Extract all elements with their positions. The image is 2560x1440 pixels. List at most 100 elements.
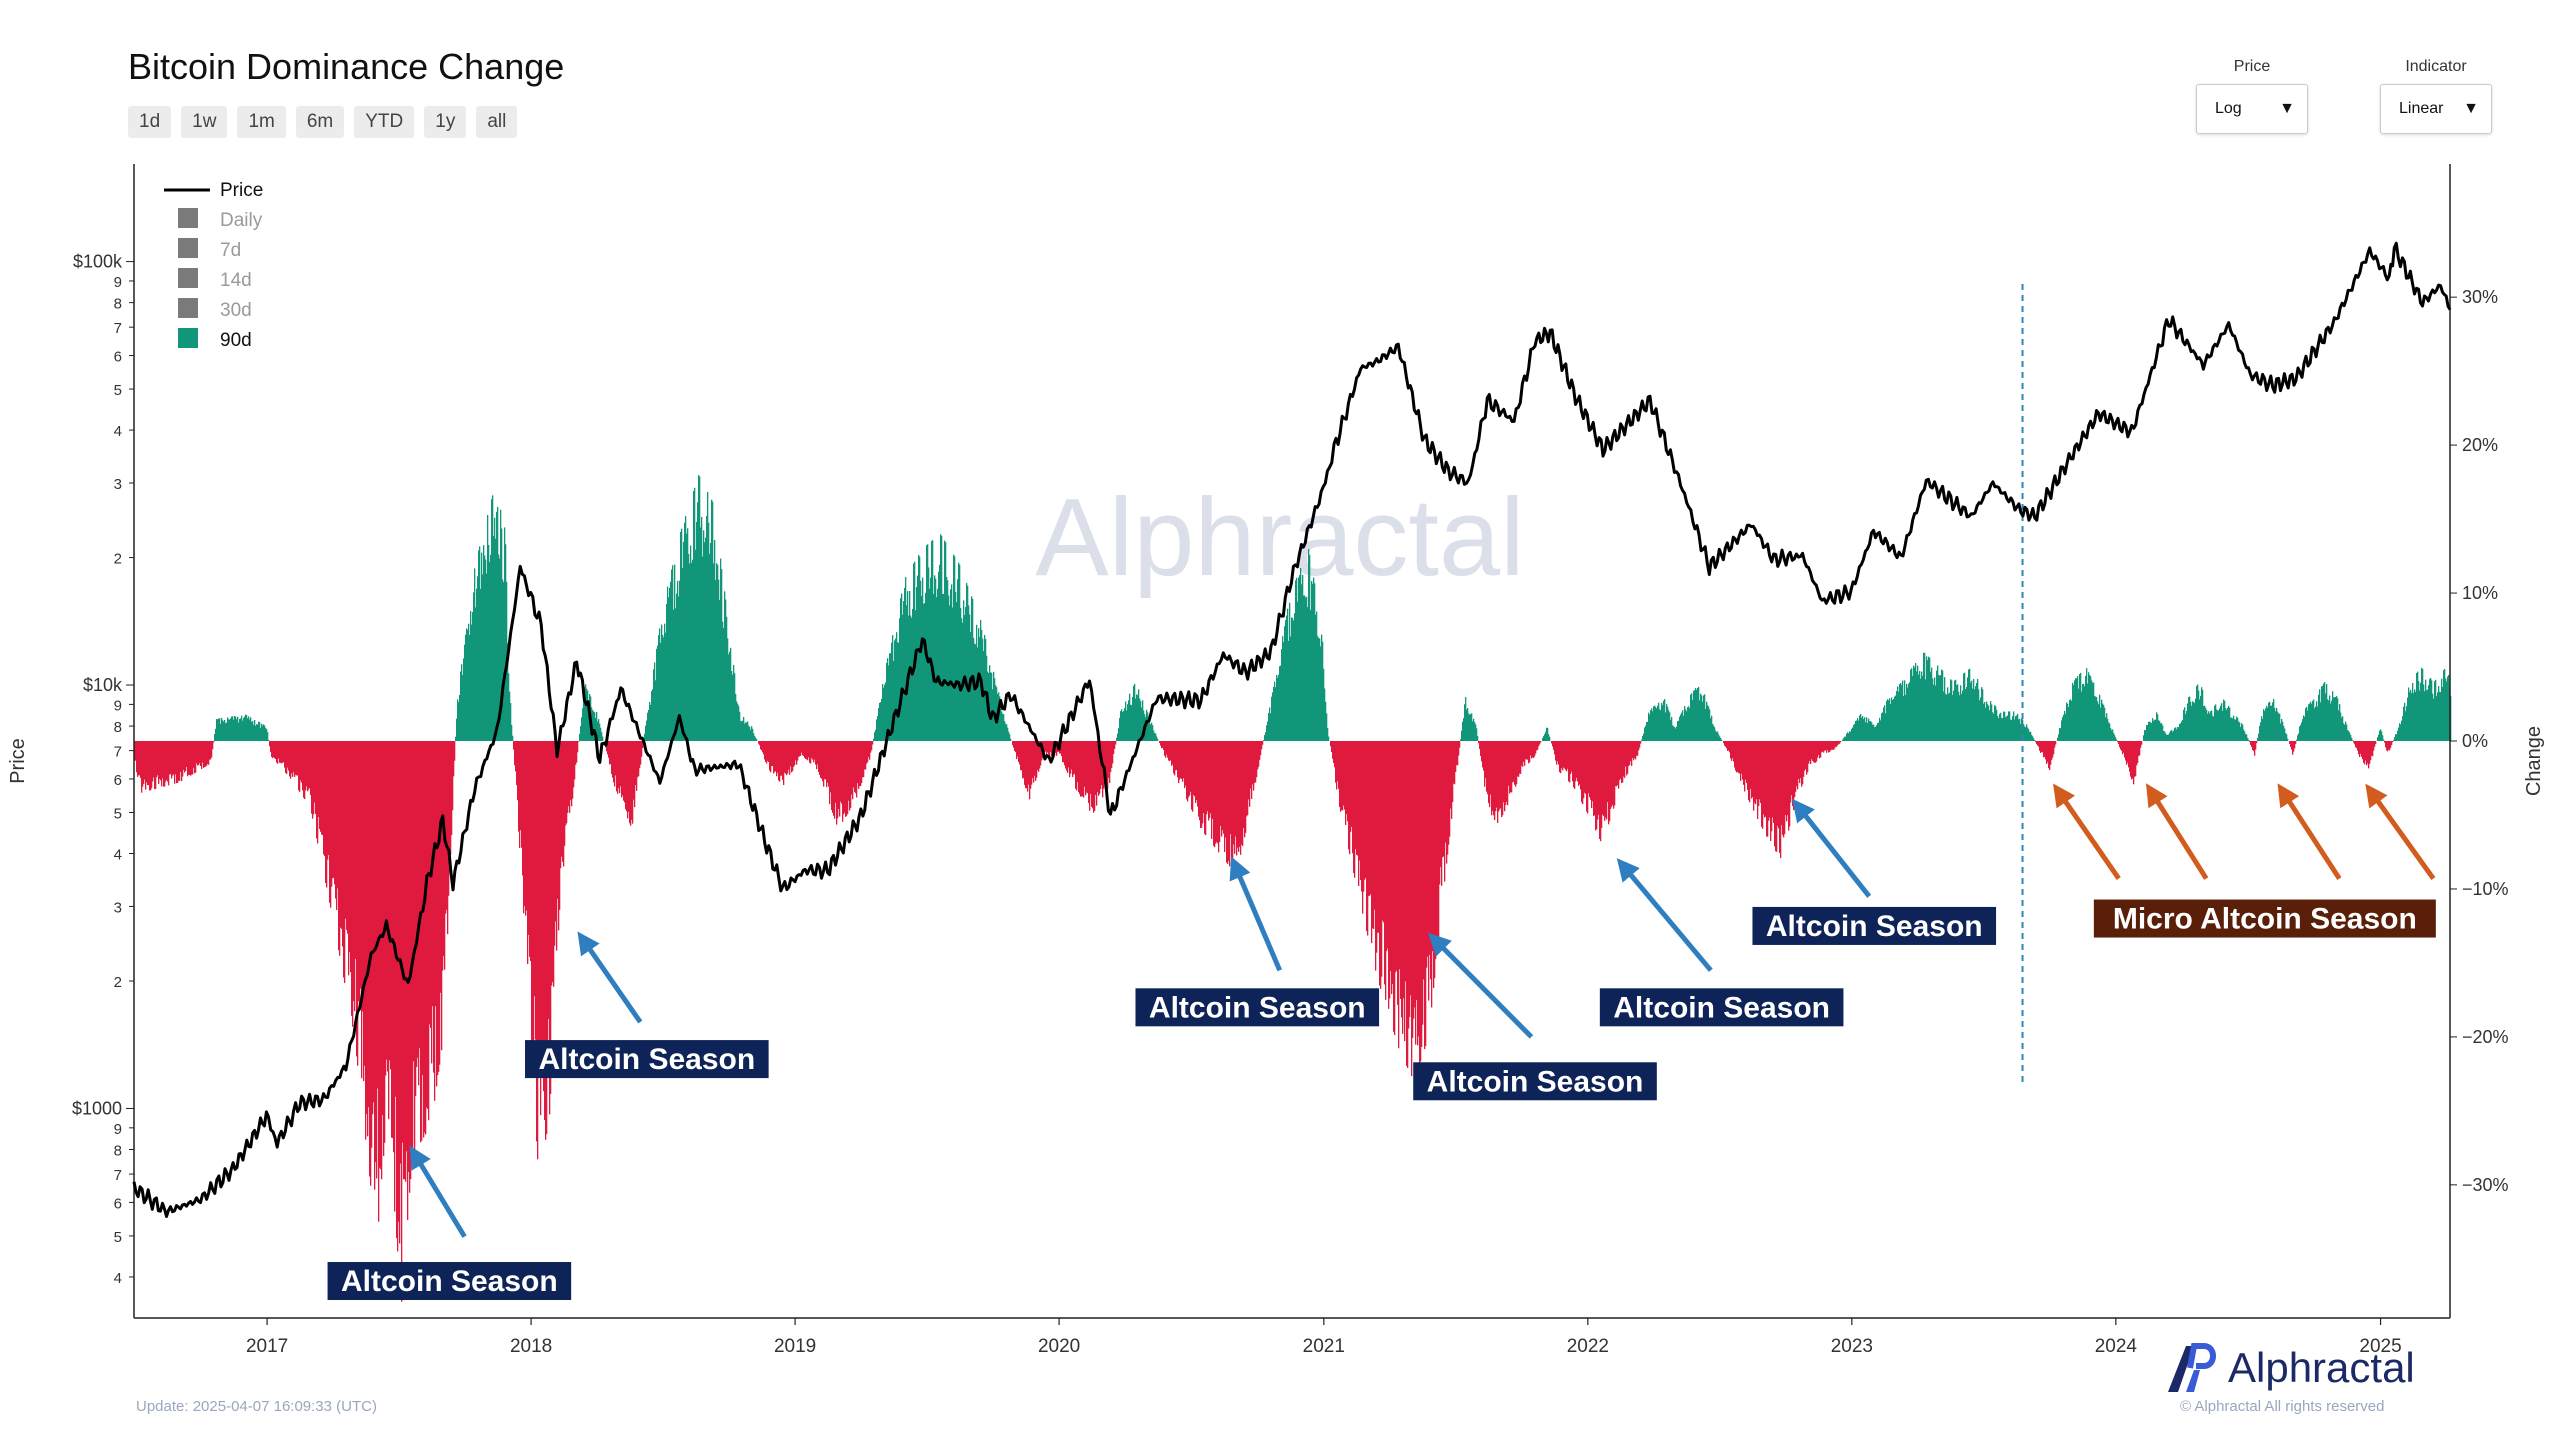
change-bar bbox=[1000, 708, 1002, 741]
change-bar bbox=[1531, 741, 1533, 759]
change-bar bbox=[256, 724, 258, 741]
change-bar bbox=[176, 741, 178, 784]
change-bar bbox=[734, 673, 736, 741]
legend-item-price[interactable]: Price bbox=[164, 180, 263, 201]
change-bar bbox=[1231, 741, 1233, 869]
range-1m-button[interactable]: 1m bbox=[237, 106, 286, 138]
change-bar bbox=[2179, 723, 2181, 741]
range-1d-button[interactable]: 1d bbox=[128, 106, 172, 138]
change-bar bbox=[1229, 741, 1231, 867]
change-bar bbox=[486, 573, 488, 741]
range-1y-button[interactable]: 1y bbox=[424, 106, 467, 138]
range-all-button[interactable]: all bbox=[476, 106, 518, 138]
legend-item-7d[interactable]: 7d bbox=[178, 238, 241, 261]
change-bar bbox=[854, 741, 856, 792]
change-bar bbox=[797, 741, 799, 761]
change-bar bbox=[290, 741, 292, 779]
change-bar bbox=[560, 741, 562, 869]
legend-item-14d[interactable]: 14d bbox=[178, 268, 252, 291]
altcoin-season-label-text: Altcoin Season bbox=[341, 1265, 558, 1298]
change-bar bbox=[1228, 741, 1230, 861]
change-bar bbox=[1642, 736, 1644, 741]
change-bar bbox=[1843, 738, 1845, 741]
change-bar bbox=[2233, 715, 2235, 741]
change-bar bbox=[580, 726, 582, 741]
change-bar bbox=[2108, 722, 2110, 741]
change-bar bbox=[2248, 739, 2250, 741]
price-scale-dropdown[interactable]: Log ▼ bbox=[2196, 84, 2308, 134]
change-bar bbox=[1703, 695, 1705, 741]
change-bar bbox=[772, 741, 774, 766]
change-bar bbox=[873, 738, 875, 741]
change-bar bbox=[557, 741, 559, 899]
change-bar bbox=[1314, 583, 1316, 741]
change-bar bbox=[2297, 735, 2299, 741]
change-bar bbox=[2280, 723, 2282, 741]
indicator-scale-dropdown[interactable]: Linear ▼ bbox=[2380, 84, 2492, 134]
change-bar bbox=[504, 527, 506, 741]
change-bar bbox=[699, 476, 701, 741]
change-bar bbox=[1977, 678, 1979, 741]
change-bar bbox=[1774, 741, 1776, 847]
change-bar bbox=[1659, 709, 1661, 741]
change-bar bbox=[863, 741, 865, 778]
change-bar bbox=[1858, 720, 1860, 741]
range-6m-button[interactable]: 6m bbox=[295, 106, 345, 138]
change-bar bbox=[2166, 734, 2168, 741]
range-ytd-button[interactable]: YTD bbox=[354, 106, 415, 138]
change-bar bbox=[207, 741, 209, 764]
x-tick-label: 2017 bbox=[246, 1336, 288, 1357]
change-bar bbox=[1884, 705, 1886, 741]
change-bar bbox=[2421, 667, 2423, 741]
change-bar bbox=[2066, 702, 2068, 741]
change-bar bbox=[1564, 741, 1566, 769]
change-bar bbox=[1106, 741, 1108, 791]
change-bar bbox=[511, 724, 513, 741]
change-bar bbox=[148, 741, 150, 786]
change-bar bbox=[2192, 701, 2194, 741]
change-bar bbox=[295, 741, 297, 775]
change-bar bbox=[235, 716, 237, 741]
legend-item-30d[interactable]: 30d bbox=[178, 298, 252, 321]
change-bar bbox=[1255, 741, 1257, 783]
change-bar bbox=[1075, 741, 1077, 789]
change-bar bbox=[764, 741, 766, 760]
change-bar bbox=[2261, 716, 2263, 741]
change-bar bbox=[2182, 720, 2184, 741]
change-bar bbox=[653, 669, 655, 741]
legend-item-90d[interactable]: 90d bbox=[178, 328, 252, 351]
change-bar bbox=[1187, 741, 1189, 802]
change-bar bbox=[984, 634, 986, 741]
change-bar bbox=[1770, 741, 1772, 841]
change-bar bbox=[1105, 741, 1107, 785]
change-bar bbox=[237, 716, 239, 741]
change-bar bbox=[2328, 700, 2330, 741]
change-bar bbox=[2319, 689, 2321, 741]
change-bar bbox=[673, 609, 675, 741]
change-bar bbox=[1009, 734, 1011, 741]
change-bar bbox=[1734, 741, 1736, 768]
change-bar bbox=[1220, 741, 1222, 826]
change-bar bbox=[1890, 703, 1892, 741]
change-bar bbox=[415, 741, 417, 1096]
change-bar bbox=[1006, 724, 1008, 741]
change-bar bbox=[1725, 741, 1727, 747]
change-bar bbox=[390, 741, 392, 1070]
legend-item-daily[interactable]: Daily bbox=[178, 208, 263, 231]
change-bar bbox=[871, 741, 873, 751]
change-bar bbox=[2199, 699, 2201, 741]
change-bar bbox=[1406, 741, 1408, 1066]
change-bar bbox=[2196, 685, 2198, 741]
change-bar bbox=[2442, 687, 2444, 741]
change-bar bbox=[498, 554, 500, 741]
change-bar bbox=[1500, 741, 1502, 809]
range-1w-button[interactable]: 1w bbox=[181, 106, 228, 138]
change-bar bbox=[219, 718, 221, 741]
change-bar bbox=[420, 741, 422, 1143]
change-bar bbox=[762, 741, 764, 753]
change-bar bbox=[1068, 741, 1070, 768]
change-bar bbox=[747, 721, 749, 741]
change-bar bbox=[355, 741, 357, 959]
change-bar bbox=[1506, 741, 1508, 802]
change-bar bbox=[916, 586, 918, 741]
